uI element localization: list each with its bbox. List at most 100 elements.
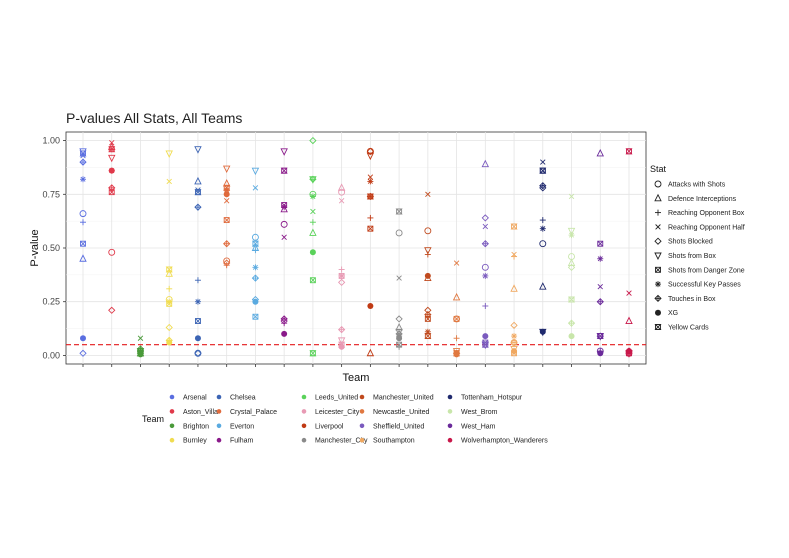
data-point bbox=[223, 259, 231, 267]
data-point bbox=[395, 229, 403, 237]
data-point bbox=[424, 310, 432, 319]
data-point bbox=[222, 165, 231, 174]
data-point bbox=[223, 262, 230, 269]
data-point bbox=[108, 248, 116, 256]
team-legend-key bbox=[216, 423, 222, 429]
team-legend-key bbox=[447, 423, 453, 429]
stat-legend-key bbox=[655, 281, 661, 288]
data-point bbox=[424, 247, 432, 255]
data-point bbox=[482, 303, 489, 309]
stat-legend-label: Shots from Box bbox=[668, 253, 716, 260]
data-point bbox=[567, 227, 576, 236]
data-point bbox=[338, 198, 345, 204]
data-point bbox=[309, 249, 316, 256]
data-point bbox=[79, 150, 87, 157]
data-point bbox=[108, 167, 115, 174]
data-point bbox=[396, 335, 403, 342]
data-point bbox=[194, 349, 202, 357]
data-point bbox=[309, 350, 317, 357]
data-point bbox=[481, 240, 489, 248]
stat-legend-label: Shots from Danger Zone bbox=[668, 267, 745, 274]
data-point bbox=[568, 232, 575, 239]
data-point bbox=[597, 350, 604, 357]
team-legend-key bbox=[216, 394, 222, 400]
data-point bbox=[510, 223, 518, 230]
team-legend-label: Leicester_City bbox=[315, 409, 360, 416]
data-point bbox=[424, 333, 432, 340]
data-point bbox=[511, 333, 518, 340]
data-point bbox=[281, 204, 288, 211]
stat-legend-key bbox=[655, 209, 661, 216]
data-point bbox=[337, 325, 346, 334]
data-point bbox=[366, 147, 375, 155]
team-legend-label: Sheffield_United bbox=[373, 423, 424, 430]
data-point bbox=[567, 296, 576, 303]
data-point bbox=[395, 315, 403, 323]
gridlines bbox=[66, 132, 646, 364]
data-point bbox=[453, 315, 460, 322]
x-axis-ticks bbox=[82, 364, 630, 367]
stat-legend-key bbox=[654, 294, 662, 303]
data-point bbox=[137, 335, 144, 341]
stat-legend-label: Shots Blocked bbox=[668, 239, 713, 246]
data-point bbox=[310, 208, 316, 215]
data-point bbox=[367, 214, 374, 221]
team-legend-key bbox=[216, 409, 222, 414]
team-legend-label: West_Ham bbox=[461, 423, 496, 430]
data-point bbox=[482, 223, 489, 230]
stat-legend-label: Yellow Cards bbox=[668, 325, 709, 332]
data-point bbox=[367, 174, 374, 180]
team-legend-key bbox=[301, 423, 307, 429]
team-legend-key bbox=[301, 409, 307, 414]
team-legend-key bbox=[359, 423, 365, 429]
data-point bbox=[539, 328, 546, 335]
data-point bbox=[166, 285, 173, 292]
team-legend-label: Tottenham_Hotspur bbox=[461, 395, 523, 402]
data-point bbox=[452, 292, 461, 301]
data-point bbox=[80, 240, 86, 247]
data-point bbox=[80, 335, 86, 342]
stat-legend: Stat Attacks with Shots Defence Intercept… bbox=[650, 164, 745, 332]
stat-legend-key bbox=[654, 180, 662, 188]
data-point bbox=[252, 247, 259, 254]
data-point bbox=[337, 183, 346, 191]
data-point bbox=[452, 350, 461, 357]
team-legend-label: West_Brom bbox=[461, 409, 498, 416]
data-point bbox=[625, 316, 633, 324]
data-point bbox=[367, 303, 374, 309]
team-legend-label: Aston_Villa bbox=[183, 409, 218, 416]
data-point bbox=[539, 240, 547, 248]
data-point bbox=[166, 178, 172, 185]
stat-legend-label: Successful Key Passes bbox=[668, 282, 741, 289]
data-point bbox=[453, 335, 460, 342]
stat-legend-key bbox=[655, 309, 661, 316]
data-point bbox=[366, 348, 375, 357]
team-legend-label: Burnley bbox=[183, 438, 207, 445]
data-point bbox=[481, 341, 489, 348]
stat-legend-key bbox=[654, 193, 662, 202]
data-point bbox=[309, 193, 316, 200]
stat-legend-label: Defence Interceptions bbox=[668, 196, 737, 203]
data-point bbox=[108, 306, 116, 314]
data-point bbox=[252, 185, 259, 191]
data-point bbox=[540, 159, 546, 165]
data-point bbox=[165, 266, 173, 273]
team-legend-label: Fulham bbox=[230, 438, 254, 445]
team-legend-label: Wolverhampton_Wanderers bbox=[461, 438, 548, 445]
data-point bbox=[567, 263, 576, 271]
data-point bbox=[223, 217, 230, 224]
data-point bbox=[194, 318, 201, 324]
data-point bbox=[79, 158, 87, 166]
data-point bbox=[367, 225, 374, 232]
data-point bbox=[79, 349, 87, 357]
data-point bbox=[597, 255, 604, 262]
data-point bbox=[539, 225, 546, 232]
data-point bbox=[79, 210, 87, 218]
data-point bbox=[511, 348, 518, 355]
data-point bbox=[251, 274, 260, 282]
team-legend-key bbox=[301, 437, 307, 443]
team-legend-label: Chelsea bbox=[230, 395, 256, 402]
data-point bbox=[252, 298, 259, 305]
data-point bbox=[281, 330, 288, 337]
stat-legend-key bbox=[654, 237, 662, 245]
